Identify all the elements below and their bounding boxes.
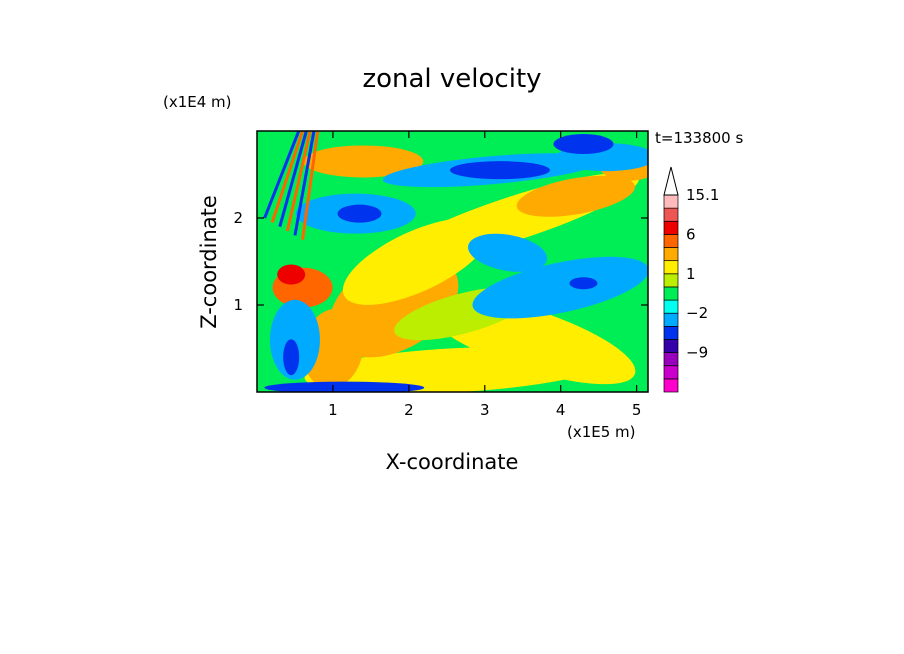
colorbar-tick-label: 15.1 (686, 186, 719, 204)
contour-region (516, 175, 636, 217)
x-tick-label: 4 (556, 401, 566, 419)
y-unit-label: (x1E4 m) (163, 93, 232, 111)
wave-streak (270, 131, 304, 223)
colorbar-swatch (663, 260, 679, 275)
colorbar-swatch (663, 339, 679, 353)
colorbar-extend-arrow (663, 166, 679, 196)
y-axis-label: Z-coordinate (197, 195, 221, 329)
plot-frame (256, 130, 649, 393)
x-axis-label: X-coordinate (386, 450, 519, 474)
contour-region (303, 145, 424, 178)
colorbar-swatch (663, 247, 679, 262)
wave-streak (263, 131, 301, 219)
y-tick-label: 2 (233, 209, 243, 227)
x-tick-label: 2 (404, 401, 414, 419)
colorbar-swatch (663, 378, 679, 393)
wave-streak (293, 131, 316, 236)
colorbar-swatch (663, 234, 679, 248)
wave-streak (301, 131, 320, 240)
contour-region (553, 134, 614, 155)
colorbar-swatch (663, 286, 679, 301)
colorbar-tick-label: −2 (686, 304, 708, 322)
contour-field (257, 131, 648, 392)
x-axis-ticks: 1 2 3 4 5 (328, 131, 641, 419)
contour-region (449, 161, 550, 180)
wave-streak (285, 131, 312, 232)
x-unit-label: (x1E5 m) (567, 423, 636, 441)
colorbar-swatch (663, 365, 679, 380)
colorbar-swatch (663, 325, 679, 340)
colorbar-swatch (663, 194, 679, 209)
chart-title: zonal velocity (362, 64, 541, 94)
contour-region (269, 299, 320, 380)
contour-blobs (263, 131, 648, 392)
y-axis-ticks: 12 (233, 209, 648, 314)
colorbar-tick-label: 6 (686, 225, 696, 243)
colorbar-swatch (663, 273, 679, 288)
x-tick-label: 5 (632, 401, 642, 419)
contour-region (468, 233, 548, 272)
colorbar-tick-label: −9 (686, 344, 708, 362)
contour-region (283, 339, 300, 376)
y-tick-label: 1 (233, 296, 243, 314)
time-label: t=133800 s (655, 129, 743, 147)
contour-region (277, 264, 306, 285)
colorbar: 15.1 6 1 −2 −9 (663, 166, 719, 393)
colorbar-swatch (663, 299, 679, 314)
contour-region (472, 256, 648, 319)
contour-region (569, 277, 598, 290)
colorbar-swatch (663, 352, 679, 367)
wave-streak (278, 131, 308, 228)
contour-region (337, 204, 382, 223)
x-tick-label: 3 (480, 401, 490, 419)
x-tick-label: 1 (328, 401, 338, 419)
colorbar-swatch (663, 220, 679, 235)
colorbar-tick-label: 1 (686, 265, 696, 283)
colorbar-swatch (663, 207, 679, 222)
contour-region (264, 381, 425, 392)
colorbar-swatch (663, 312, 679, 327)
